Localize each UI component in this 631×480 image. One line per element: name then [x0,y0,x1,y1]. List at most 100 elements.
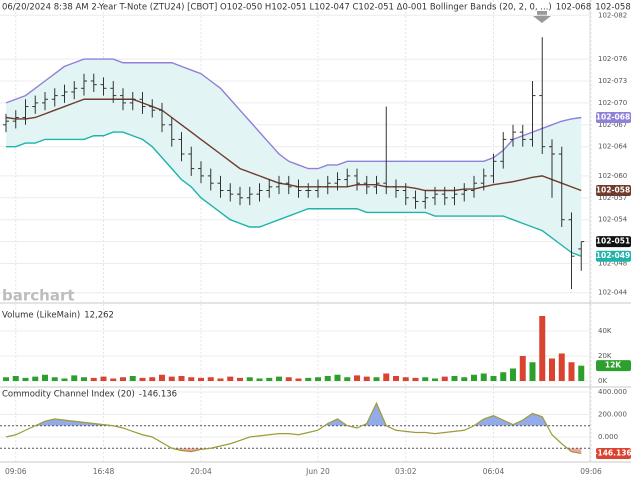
volume-bar [402,377,409,381]
band-line [5,98,582,192]
volume-bar [305,377,312,381]
volume-bar [295,378,302,381]
volume-bar [246,377,253,381]
y-tick-label: 102-054 [598,216,628,224]
volume-bar [529,362,536,381]
price-tag-bg [596,236,631,248]
volume-bar [32,376,39,381]
volume-bar [3,377,9,381]
volume-bar [168,376,175,381]
volume-bar [344,377,351,381]
cci-tag: -146.136 [594,448,631,457]
volume-bar [159,374,165,381]
y-tick-label: 102-073 [598,77,627,85]
volume-bar [51,377,58,381]
band-tag: 102-068 [596,113,630,122]
volume-bar [61,378,68,381]
volume-bar [539,316,546,381]
volume-bar [461,377,468,381]
volume-bar [90,377,97,381]
y-tick-label: 20K [598,352,612,360]
y-tick-label: 102-070 [598,99,627,107]
volume-bar [207,377,214,381]
volume-bar [120,377,126,381]
band-line [6,131,582,257]
y-tick-label: 102-064 [598,143,628,151]
overbought-area [6,403,582,426]
volume-bar [490,376,497,381]
volume-bar [188,377,195,381]
band-tag-bg [596,250,631,262]
volume-tag: 12K [605,361,622,370]
band-value: 102-068 [556,3,592,13]
oversold-area [6,448,582,454]
volume-bar [363,376,370,381]
volume-bar [354,375,360,381]
panel-title: Commodity Channel Index (20) [2,390,135,400]
y-tick-label: 102-044 [598,289,628,297]
cci-line [5,401,582,455]
volume-bar [129,376,136,381]
volume-bar [42,374,48,381]
y-tick-label: 102-067 [598,121,627,129]
volume-bar [256,378,263,381]
y-tick-label: 0.000 [598,433,618,441]
cci-tag-bg [596,447,631,459]
volume-bar [139,377,146,381]
volume-bar [285,377,292,381]
volume-bar [266,377,273,381]
volume-bar [81,377,87,381]
volume-bar [578,365,585,381]
panel-value: -146.136 [139,390,177,400]
volume-bar [451,376,458,381]
volume-bar [373,377,380,381]
volume-bar [383,373,390,381]
y-tick-label: 0K [598,377,607,385]
y-tick-label: 102-057 [598,194,627,202]
band-tag: 102-058 [596,186,630,195]
volume-bar [100,376,107,381]
volume-bar [315,377,321,381]
volume-bar [324,376,331,381]
volume-tag-bg [596,360,631,372]
volume-bar [412,377,419,381]
x-tick-label: 09:06 [580,467,602,476]
volume-bar [422,377,429,381]
watermark: barchart [2,287,75,305]
price-tag: 102-051 [596,237,630,246]
band-tag-bg [596,185,631,196]
x-tick-label: 03:02 [395,467,417,476]
marker-arrow [533,11,551,23]
volume-bar [568,362,575,381]
panel-value: 12,262 [84,311,114,321]
volume-bar [276,376,282,381]
volume-bar [22,377,29,381]
band-tag: 102-049 [596,251,630,260]
band-fill [6,59,582,257]
y-tick-label: 102-076 [598,55,628,63]
volume-bar [500,372,507,381]
y-tick-label: 40K [598,327,612,335]
panel-title: Volume (LikeMain) [2,311,80,321]
x-tick-label: Jun 20 [305,467,330,476]
volume-bar [149,377,156,381]
volume-bar [71,375,78,381]
y-tick-label: 102-048 [598,260,627,268]
x-tick-label: 06:04 [483,467,505,476]
volume-bar [110,378,117,381]
chart-title: 06/20/2024 8:38 AM 2-Year T-Note (ZTU24)… [2,3,552,13]
volume-bar [217,378,224,381]
volume-bar [441,376,448,381]
volume-bar [480,373,487,381]
y-tick-label: 102-082 [598,11,627,19]
band-line [5,58,582,170]
volume-bar [393,376,399,381]
x-tick-label: 20:04 [190,467,212,476]
volume-bar [432,378,438,381]
y-tick-label: 102-060 [598,172,627,180]
band-value: 102-058 [595,3,631,13]
volume-bar [471,374,477,381]
band-tag-bg [596,112,631,123]
volume-bar [334,374,341,381]
